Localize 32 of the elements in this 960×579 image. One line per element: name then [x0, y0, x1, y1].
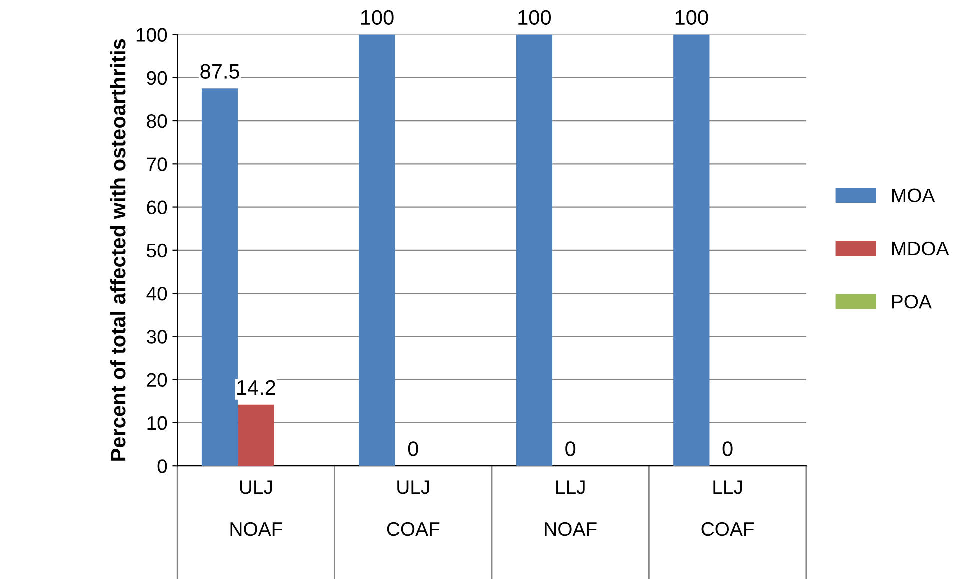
data-label: 100: [676, 10, 708, 26]
legend-label: MDOA: [892, 242, 950, 256]
y-tick-label: 50: [147, 244, 168, 258]
legend-label: POA: [892, 294, 932, 309]
data-label: 0: [566, 442, 576, 456]
category-label: LLJ COAF: [702, 480, 754, 536]
y-tick-label: 100: [136, 28, 168, 42]
data-label: 0: [408, 442, 418, 456]
category-label: LLJ NOAF: [545, 480, 597, 536]
category-label: ULJ COAF: [387, 480, 440, 536]
data-label: 100: [518, 10, 552, 26]
bar: [202, 88, 238, 466]
data-label: 87.5: [200, 64, 240, 79]
bar: [238, 404, 274, 466]
y-tick-label: 40: [146, 287, 168, 301]
y-axis-title: Percent of total affected with osteoarthritis: [110, 39, 126, 461]
y-tick-label: 30: [146, 330, 168, 344]
bar: [516, 34, 553, 466]
y-tick-label: 20: [147, 373, 168, 388]
y-tick-label: 10: [148, 416, 168, 430]
bar: [359, 34, 396, 466]
y-tick-label: 70: [147, 158, 168, 172]
legend-label: MOA: [892, 188, 936, 203]
bar: [674, 34, 710, 466]
data-label: 14.2: [238, 380, 276, 395]
y-tick-label: 90: [147, 71, 168, 86]
y-tick-label: 0: [158, 460, 168, 474]
data-label: 0: [722, 442, 733, 456]
y-tick-label: 80: [147, 114, 168, 128]
category-label: ULJ NOAF: [230, 480, 282, 536]
data-label: 100: [361, 10, 394, 26]
y-tick-label: 60: [147, 200, 168, 215]
